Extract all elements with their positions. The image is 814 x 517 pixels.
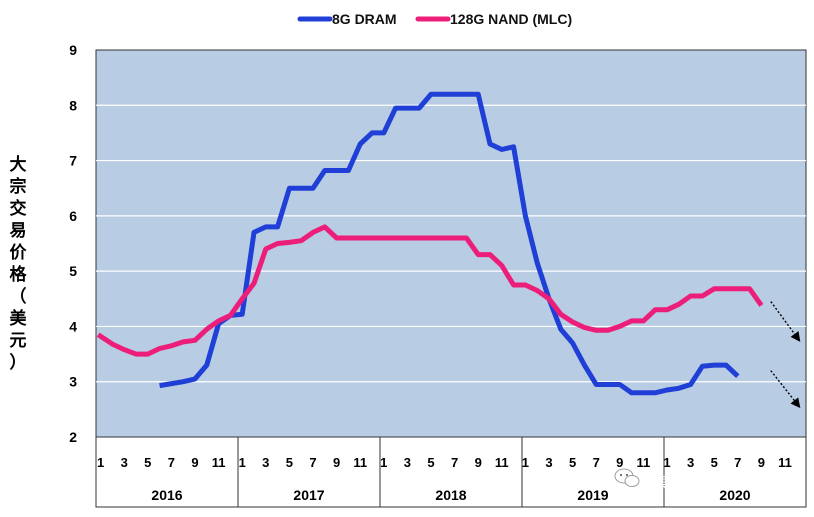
x-tick-label: 3 [687,455,694,470]
y-axis-label-char: 格 [10,264,28,285]
y-axis-label-char: （ [10,286,27,307]
y-tick-label: 9 [69,42,77,58]
y-tick-label: 4 [69,318,77,334]
y-axis-label-char: 易 [10,221,27,241]
year-label: 2017 [293,487,324,503]
x-tick-label: 3 [404,455,411,470]
y-axis-label-char: 价 [10,243,28,263]
x-tick-label: 3 [545,455,552,470]
legend: 8G DRAM 128G NAND (MLC) [297,11,572,27]
x-tick-label: 5 [569,455,576,470]
watermark: 半导体行业观察 [614,468,749,492]
legend-label-nand: 128G NAND (MLC) [450,11,572,27]
y-tick-label: 8 [69,97,77,113]
x-tick-label: 7 [451,455,458,470]
x-tick-label: 1 [239,455,246,470]
x-tick-label: 9 [475,455,482,470]
x-tick-label: 11 [212,455,226,470]
year-label: 2020 [719,487,750,503]
x-tick-label: 5 [427,455,434,470]
year-label: 2016 [151,487,182,503]
x-tick-label: 5 [286,455,293,470]
y-tick-label: 2 [69,429,77,445]
legend-label-dram: 8G DRAM [332,11,397,27]
x-tick-label: 11 [778,455,792,470]
x-tick-label: 9 [616,455,623,470]
y-axis-ticks: 2 3 4 5 6 7 8 9 [69,42,77,445]
y-axis-label-char: 大 [10,154,27,175]
x-tick-label: 1 [663,455,670,470]
x-tick-label: 11 [495,455,509,470]
x-tick-label: 7 [168,455,175,470]
x-tick-label: 3 [121,455,128,470]
y-axis-label-char: 美 [10,308,28,329]
x-tick-label: 5 [144,455,151,470]
y-tick-label: 3 [69,374,77,390]
x-tick-label: 9 [333,455,340,470]
series-group [96,91,764,396]
x-tick-label: 1 [522,455,529,470]
series-line-nand [96,224,764,357]
y-tick-label: 6 [69,208,77,224]
wechat-icon [614,468,640,487]
y-tick-label: 7 [69,153,77,169]
x-tick-label: 9 [191,455,198,470]
x-tick-label: 3 [262,455,269,470]
x-tick-label: 1 [97,455,104,470]
x-tick-label: 1 [380,455,387,470]
x-tick-label: 7 [309,455,316,470]
plot-area [95,49,807,438]
x-tick-label: 5 [711,455,718,470]
y-axis-label-char: 宗 [10,176,27,197]
y-axis-label-char: 元 [10,331,27,351]
x-tick-label: 9 [758,455,765,470]
year-label: 2018 [435,487,466,503]
x-tick-label: 11 [353,455,367,470]
x-tick-label: 7 [734,455,741,470]
year-label: 2019 [577,487,608,503]
watermark-text: 半导体行业观察 [644,474,749,492]
y-axis-label-char: ） [10,352,27,373]
x-tick-label: 11 [637,455,651,470]
y-tick-label: 5 [69,263,77,279]
x-tick-label: 7 [593,455,600,470]
x-axis-table [95,436,807,508]
y-axis-label-char: 交 [10,198,27,219]
